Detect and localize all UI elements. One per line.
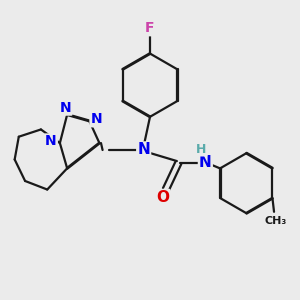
Text: N: N <box>199 155 212 170</box>
Text: N: N <box>45 134 57 148</box>
Text: N: N <box>90 112 102 126</box>
Text: O: O <box>156 190 169 205</box>
Text: F: F <box>145 21 155 35</box>
Text: N: N <box>137 142 150 158</box>
Text: N: N <box>60 100 71 115</box>
Text: CH₃: CH₃ <box>265 216 287 226</box>
Text: H: H <box>196 143 207 156</box>
